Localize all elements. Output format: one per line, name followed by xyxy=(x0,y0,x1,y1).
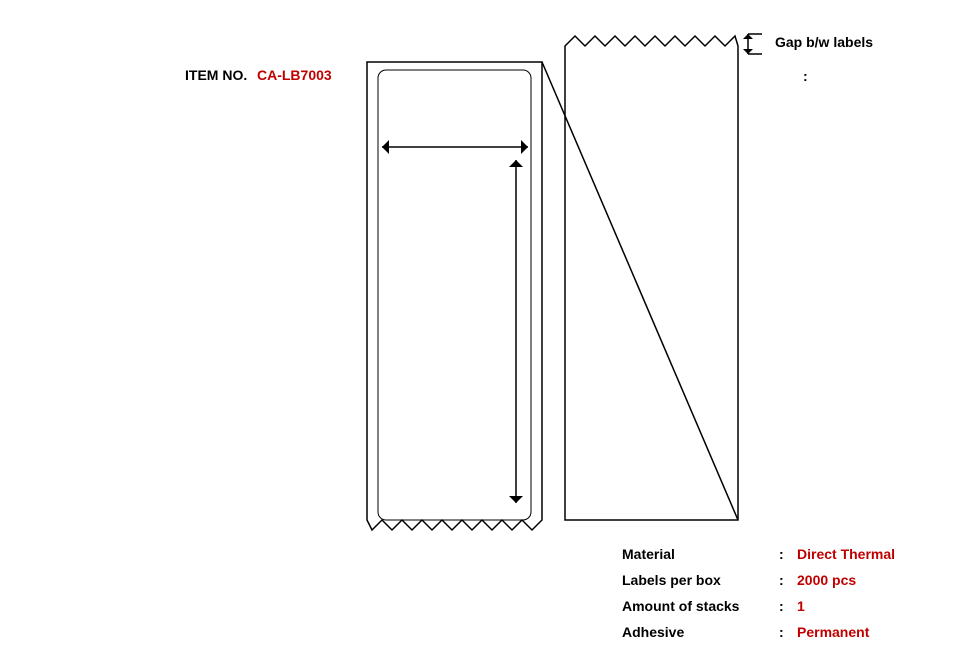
label-diagram xyxy=(0,0,960,671)
